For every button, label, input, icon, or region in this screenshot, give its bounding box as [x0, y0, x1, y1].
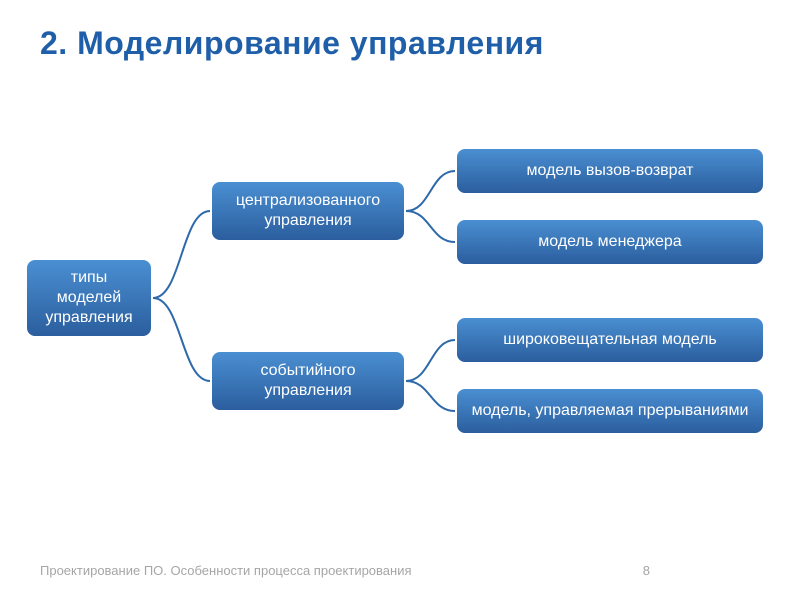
- slide: 2. Моделирование управления типы моделей…: [0, 0, 800, 600]
- connector: [406, 340, 455, 381]
- tree-node-c2: событийного управления: [210, 350, 406, 412]
- connector: [406, 381, 455, 411]
- slide-title: 2. Моделирование управления: [40, 25, 544, 62]
- tree-node-c1: централизованного управления: [210, 180, 406, 242]
- tree-node-root: типы моделей управления: [25, 258, 153, 338]
- tree-node-l3: широковещательная модель: [455, 316, 765, 364]
- connector: [153, 298, 210, 381]
- tree-node-l1: модель вызов-возврат: [455, 147, 765, 195]
- connector: [153, 211, 210, 298]
- tree-node-l4: модель, управляемая прерываниями: [455, 387, 765, 435]
- connector: [406, 171, 455, 211]
- footer-text: Проектирование ПО. Особенности процесса …: [40, 563, 412, 578]
- tree-node-l2: модель менеджера: [455, 218, 765, 266]
- connector: [406, 211, 455, 242]
- page-number: 8: [643, 563, 650, 578]
